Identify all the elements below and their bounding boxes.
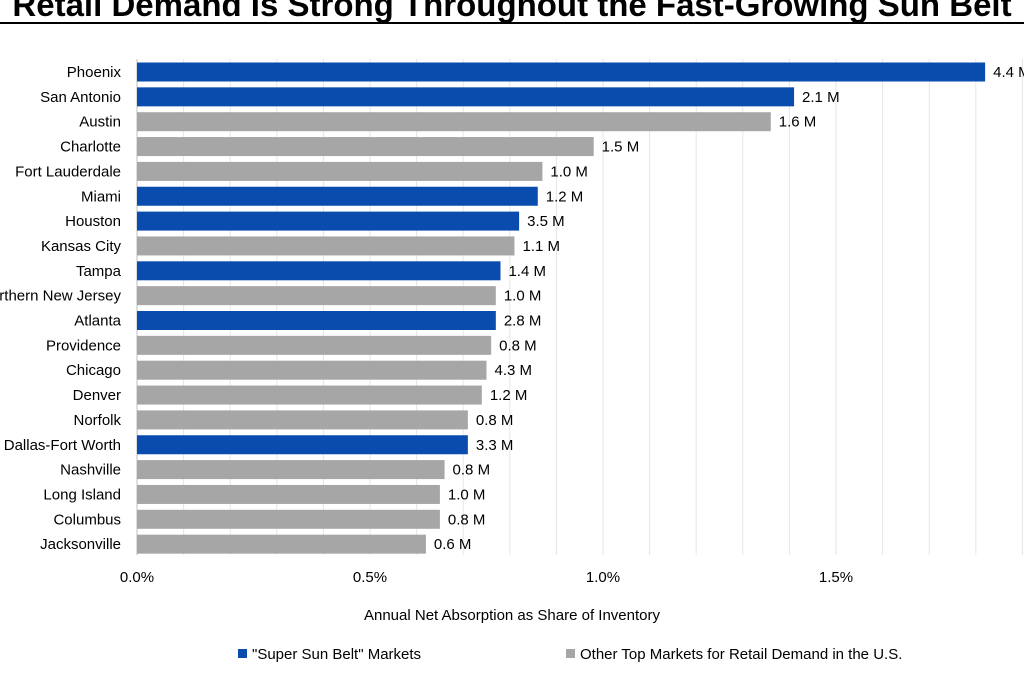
label-layer: Phoenix 4.4 M San Antonio 2.1 M Austin 1.6 M C… [0,64,1024,553]
category-label: Kansas City [41,238,122,255]
bar [137,335,492,355]
category-label: Tampa [76,263,122,280]
bar [137,311,496,330]
bar [137,460,445,480]
bar [137,410,468,430]
data-label: 1.1 M [522,238,560,255]
category-label: Austin [79,114,121,131]
category-label: San Antonio [40,89,121,106]
legend-item-super-sun-belt: "Super Sun Belt" Markets [238,646,421,663]
bar [137,360,487,380]
grid-layer [136,59,1023,555]
data-label: 0.8 M [499,337,537,354]
bar-layer [137,62,986,554]
bar [137,186,538,206]
x-tick-label: 1.5% [819,569,853,586]
legend-label: Other Top Markets for Retail Demand in t… [580,646,903,663]
category-label: Jacksonville [40,536,121,553]
data-label: 2.1 M [802,89,840,106]
bar [137,286,496,306]
category-label: Nashville [60,462,121,479]
data-label: 1.2 M [546,188,584,205]
data-label: 1.0 M [550,163,588,180]
x-tick-label: 1.0% [586,569,620,586]
category-label: Norfolk [73,412,121,429]
category-label: Houston [65,213,121,230]
bar [137,435,468,455]
category-label: Providence [46,337,121,354]
category-label: Miami [81,188,121,205]
chart-title: Retail Demand Is Strong Throughout the F… [12,0,1012,22]
category-label: Chicago [66,362,121,379]
bar [137,211,520,231]
bar [137,484,440,504]
legend-label: "Super Sun Belt" Markets [252,646,422,663]
tick-layer: 0.0% 0.5% 1.0% 1.5% [120,569,853,586]
data-label: 0.8 M [476,412,514,429]
bar [137,62,986,82]
data-label: 1.2 M [490,387,528,404]
x-axis-label: Annual Net Absorption as Share of Invent… [363,607,660,624]
bar [137,112,771,132]
data-label: 1.0 M [504,288,542,305]
data-label: 0.8 M [448,511,486,528]
data-label: 1.4 M [508,263,546,280]
data-label: 4.4 M [993,64,1024,81]
category-label: Northern New Jersey [0,288,121,305]
legend-swatch-gray [566,649,575,658]
bar [137,161,543,181]
category-label: Dallas-Fort Worth [4,437,121,454]
data-label: 3.3 M [476,437,514,454]
legend-item-other-markets: Other Top Markets for Retail Demand in t… [566,646,902,663]
category-label: Long Island [43,486,121,503]
category-label: Fort Lauderdale [15,163,121,180]
category-label: Atlanta [74,313,121,330]
x-tick-label: 0.5% [353,569,387,586]
data-label: 4.3 M [495,362,533,379]
data-label: 3.5 M [527,213,565,230]
bar [137,137,594,157]
data-label: 0.8 M [453,462,491,479]
bar [137,236,515,256]
category-label: Charlotte [60,139,121,156]
bar-chart: Phoenix 4.4 M San Antonio 2.1 M Austin 1.6 M C… [0,59,1024,586]
x-tick-label: 0.0% [120,569,154,586]
bar [137,261,501,281]
data-label: 2.8 M [504,313,542,330]
data-label: 1.6 M [779,114,817,131]
bar [137,534,426,554]
bar [137,509,440,529]
title-divider [0,22,1024,24]
category-label: Phoenix [67,64,122,81]
legend-swatch-blue [238,649,247,658]
bar [137,385,482,405]
bar [137,87,795,107]
data-label: 1.5 M [602,139,640,156]
category-label: Columbus [53,511,121,528]
data-label: 0.6 M [434,536,472,553]
category-label: Denver [73,387,121,404]
data-label: 1.0 M [448,486,486,503]
